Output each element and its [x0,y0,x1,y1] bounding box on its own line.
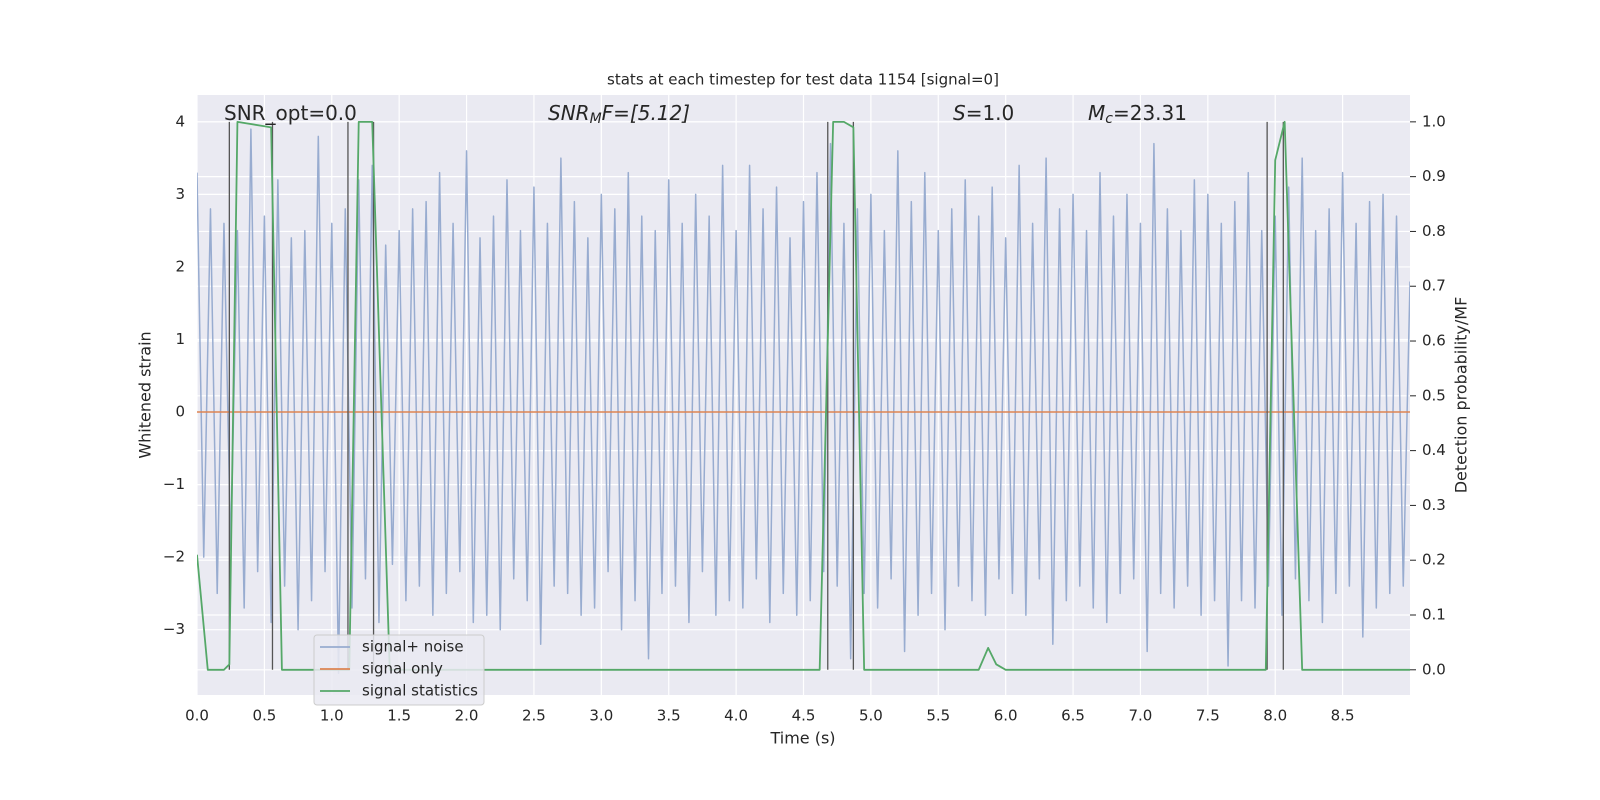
y2-axis-label: Detection probability/MF [1452,297,1471,494]
annotation: S=1.0 [953,101,1014,125]
legend-label: signal only [362,660,443,678]
x-tick-label: 3.5 [657,707,681,725]
x-tick-label: 5.5 [926,707,950,725]
legend-box [313,634,485,706]
y2-tick-label: 0.7 [1422,277,1446,295]
annotation-tail: =1.0 [966,101,1015,125]
x-tick-label: 4.0 [724,707,748,725]
x-tick-label: 1.0 [320,707,344,725]
annotation: SNR_opt=0.0 [224,101,357,125]
y2-tick-label: 0.2 [1422,551,1446,569]
series-line [197,128,1410,674]
x-tick-label: 0.0 [185,707,209,725]
y2-tick-label: 0.5 [1422,386,1446,404]
y2-tick-label: 0.6 [1422,332,1446,350]
x-tick-label: 7.0 [1129,707,1153,725]
y-tick-label: −1 [163,475,185,493]
y2-tick-label: 0.4 [1422,441,1446,459]
legend-label: signal+ noise [362,638,464,656]
x-tick-label: 0.5 [252,707,276,725]
y2-tick-label: 0.1 [1422,606,1446,624]
y-tick-label: 3 [175,185,185,203]
y2-tick-label: 0.8 [1422,222,1446,240]
annotation: SNRMF=[5.12] [548,101,690,128]
y2-tick-label: 0.3 [1422,496,1446,514]
y-tick-label: 2 [175,257,185,275]
y2-tick-label: 1.0 [1422,112,1446,130]
y-tick-label: 4 [175,112,185,130]
annotation-main: SNR_opt=0.0 [224,101,357,125]
legend: signal+ noise signal only signal statistic… [313,634,485,706]
y2-tick-label: 0.9 [1422,167,1446,185]
x-tick-label: 6.0 [994,707,1018,725]
annotation-sub: M [590,111,602,127]
y-tick-label: −3 [163,620,185,638]
annotation-tail: =23.31 [1113,101,1187,125]
x-tick-label: 3.0 [589,707,613,725]
x-axis-label: Time (s) [769,729,835,748]
series-line [197,120,1410,671]
x-tick-label: 1.5 [387,707,411,725]
legend-label: signal statistics [362,682,478,700]
x-tick-label: 7.5 [1196,707,1220,725]
y-tick-label: 1 [175,330,185,348]
y2-tick-label: 0.0 [1422,660,1446,678]
annotation-main: M [1088,101,1105,125]
y-tick-label: −2 [163,548,185,566]
x-tick-label: 8.0 [1263,707,1287,725]
x-tick-label: 2.0 [455,707,479,725]
y-tick-label: 0 [175,403,185,421]
annotation-tail: F=[5.12] [602,101,690,125]
annotation-main: S [953,101,966,125]
chart-title: stats at each timestep for test data 115… [607,71,999,89]
y-axis-label: Whitened strain [136,331,155,458]
annotation-sub: c [1105,111,1113,127]
x-tick-label: 6.5 [1061,707,1085,725]
x-tick-label: 4.5 [792,707,816,725]
annotation-main: SNR [548,101,590,125]
x-tick-label: 8.5 [1331,707,1355,725]
x-tick-label: 2.5 [522,707,546,725]
annotation: Mc=23.31 [1088,101,1187,128]
x-tick-label: 5.0 [859,707,883,725]
